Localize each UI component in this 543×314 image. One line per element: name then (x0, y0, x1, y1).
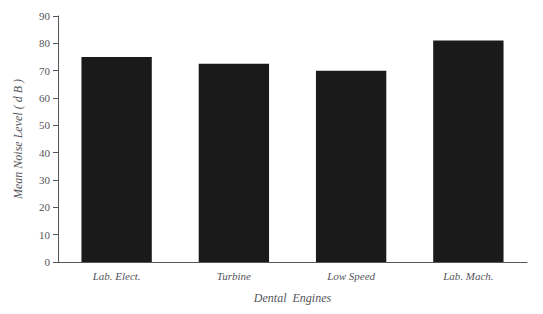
svg-text:40: 40 (39, 147, 51, 159)
svg-text:0: 0 (45, 256, 51, 268)
svg-text:10: 10 (39, 229, 51, 241)
svg-text:70: 70 (39, 65, 51, 77)
svg-text:80: 80 (39, 37, 51, 49)
svg-text:Mean Noise Level ( d B ): Mean Noise Level ( d B ) (11, 79, 25, 200)
svg-text:90: 90 (39, 10, 51, 22)
svg-text:Low Speed: Low Speed (326, 270, 375, 282)
svg-text:Lab. Mach.: Lab. Mach. (442, 270, 493, 282)
svg-text:Dental Engines: Dental Engines (253, 291, 332, 305)
svg-text:30: 30 (39, 174, 51, 186)
svg-text:60: 60 (39, 92, 51, 104)
svg-text:20: 20 (39, 201, 51, 213)
svg-text:50: 50 (39, 119, 51, 131)
svg-text:Turbine: Turbine (217, 270, 251, 282)
svg-text:Lab. Elect.: Lab. Elect. (92, 270, 141, 282)
